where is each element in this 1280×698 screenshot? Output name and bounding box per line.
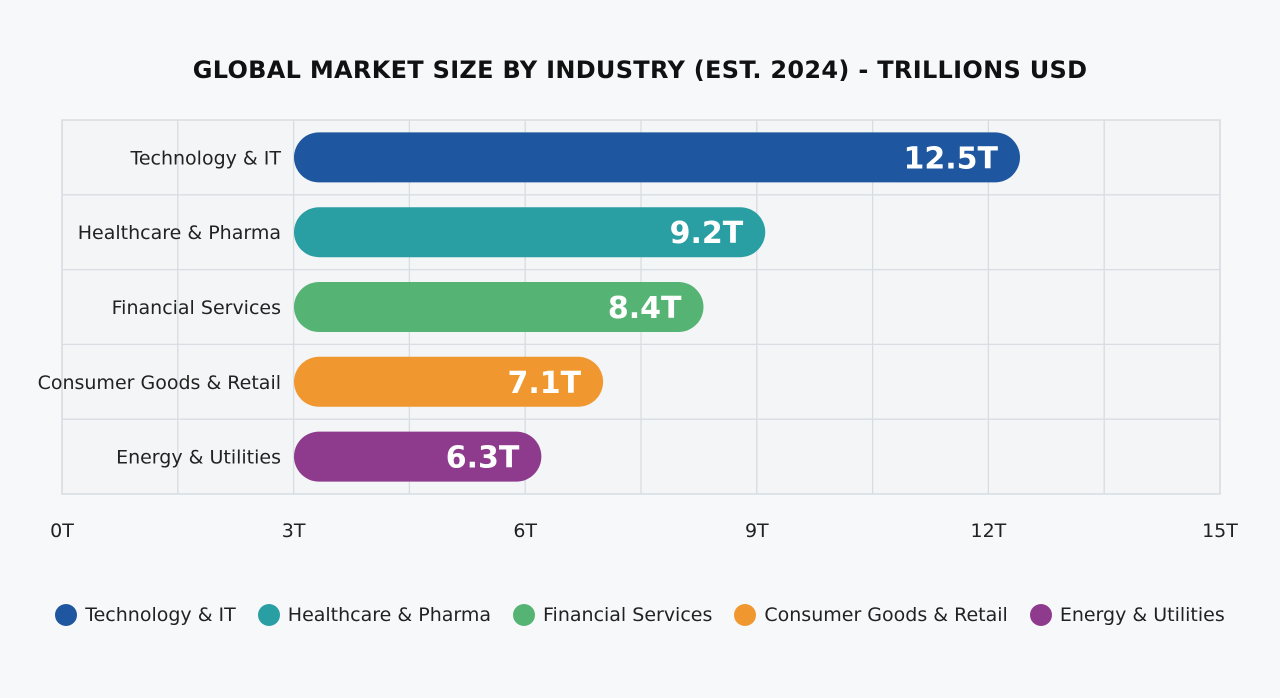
x-tick-label: 3T [282,520,306,542]
category-label: Consumer Goods & Retail [38,372,281,394]
x-tick-label: 12T [971,520,1007,542]
bar-value-label: 9.2T [670,216,744,251]
legend-swatch-icon [55,604,78,626]
x-tick-label: 9T [745,520,769,542]
legend-item: Technology & IT [55,604,236,626]
bar[interactable] [294,207,766,258]
x-tick-label: 15T [1202,520,1238,542]
chart-title: GLOBAL MARKET SIZE BY INDUSTRY (EST. 202… [192,56,1088,84]
legend-label: Energy & Utilities [1059,604,1225,626]
legend-item: Healthcare & Pharma [257,604,492,626]
legend-label: Consumer Goods & Retail [764,604,1008,626]
category-label: Technology & IT [129,147,281,169]
legend-item: Financial Services [513,604,712,626]
x-tick-label: 0T [50,520,74,542]
legend-label: Financial Services [543,604,713,626]
bar-value-label: 6.3T [446,441,520,476]
bar[interactable] [294,356,604,407]
legend-swatch-icon [1029,604,1052,626]
legend-swatch-icon [734,604,757,626]
bar[interactable] [294,282,704,332]
bar-value-label: 7.1T [508,366,582,401]
bar[interactable] [294,132,1020,183]
legend-label: Healthcare & Pharma [287,604,492,626]
category-label: Financial Services [112,297,281,319]
category-label: Energy & Utilities [116,447,281,469]
chart-legend: Technology & IT Healthcare & Pharma Financ… [0,604,1280,626]
legend-swatch-icon [257,604,280,626]
bar-value-label: 8.4T [608,291,682,326]
legend-item: Consumer Goods & Retail [734,604,1008,626]
x-tick-label: 6T [513,520,537,542]
bar[interactable] [294,431,542,482]
legend-swatch-icon [513,604,536,626]
bar-value-label: 12.5T [904,141,999,176]
legend-item: Energy & Utilities [1029,604,1225,626]
category-label: Healthcare & Pharma [78,222,281,244]
legend-label: Technology & IT [85,604,236,626]
